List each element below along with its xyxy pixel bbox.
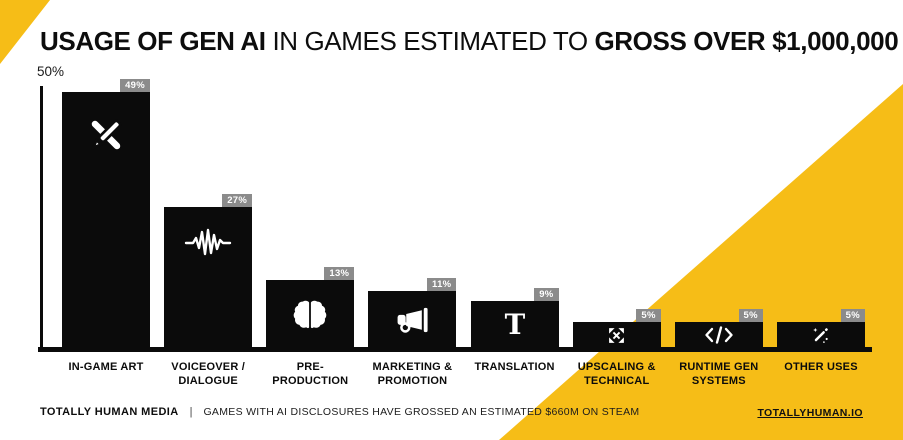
title-regular: IN GAMES ESTIMATED TO <box>265 26 595 56</box>
title-bold-1: USAGE OF GEN AI <box>40 26 266 56</box>
brand-name: TOTALLY HUMAN MEDIA <box>40 406 179 418</box>
magic-wand-icon <box>811 325 831 345</box>
footer: TOTALLY HUMAN MEDIA | GAMES WITH AI DISC… <box>40 406 639 418</box>
bar-chart: 49% IN-GAME ART 27% VOICEOVER / DIALOGUE 13%… <box>62 78 865 387</box>
website-link[interactable]: TOTALLYHUMAN.IO <box>757 407 863 419</box>
bar-value-badge: 27% <box>222 193 253 207</box>
expand-arrows-icon <box>607 326 626 345</box>
bar-category-label: TRANSLATION <box>474 361 555 373</box>
waveform-icon <box>184 227 232 259</box>
code-icon <box>704 325 734 345</box>
design-tools-icon <box>83 112 129 158</box>
title-bold-2: GROSS OVER $1,000,000 <box>594 26 899 56</box>
megaphone-icon <box>393 305 431 335</box>
footer-note: GAMES WITH AI DISCLOSURES HAVE GROSSED A… <box>203 406 640 418</box>
bar-category-label: PRE- PRODUCTION <box>272 361 349 387</box>
bar-marketing-promotion: 11% MARKETING & PROMOTION <box>368 277 457 387</box>
bar-value-badge: 49% <box>120 78 150 92</box>
bar-value-badge: 5% <box>636 308 661 322</box>
y-axis-line <box>40 86 43 348</box>
bar-value-badge: 5% <box>840 308 865 322</box>
brain-icon <box>292 298 328 331</box>
svg-text:T: T <box>504 310 525 340</box>
bar-category-label: OTHER USES <box>784 361 858 373</box>
bar-category-label: IN-GAME ART <box>68 361 144 373</box>
bar-in-game-art: 49% IN-GAME ART <box>62 78 150 373</box>
bar-voiceover-dialogue: 27% VOICEOVER / DIALOGUE <box>164 193 253 387</box>
bar-other-uses: 5% OTHER USES <box>776 308 865 373</box>
bar-runtime-gen-systems: 5% RUNTIME GEN SYSTEMS <box>674 308 763 387</box>
bar-category-label: VOICEOVER / DIALOGUE <box>171 361 245 387</box>
y-axis-tick-label: 50% <box>37 64 65 79</box>
bar-category-label: RUNTIME GEN SYSTEMS <box>679 361 759 387</box>
bar-pre-production: 13% PRE- PRODUCTION <box>266 266 355 387</box>
text-t-icon: T <box>501 308 529 341</box>
bar-category-label: UPSCALING & TECHNICAL <box>577 361 656 387</box>
page-title: USAGE OF GEN AI IN GAMES ESTIMATED TO GR… <box>40 26 899 57</box>
bar-translation: 9% T TRANSLATION <box>470 287 559 373</box>
x-axis-line <box>38 347 872 352</box>
bar-value-badge: 5% <box>738 308 763 322</box>
bar-value-badge: 11% <box>427 277 457 291</box>
bar-value-badge: 9% <box>534 287 559 301</box>
footer-separator: | <box>189 406 193 418</box>
bar-value-badge: 13% <box>324 266 355 280</box>
bar-category-label: MARKETING & PROMOTION <box>372 361 453 387</box>
bar-upscaling-technical: 5% UPSCALING & TECHNICAL <box>572 308 661 387</box>
